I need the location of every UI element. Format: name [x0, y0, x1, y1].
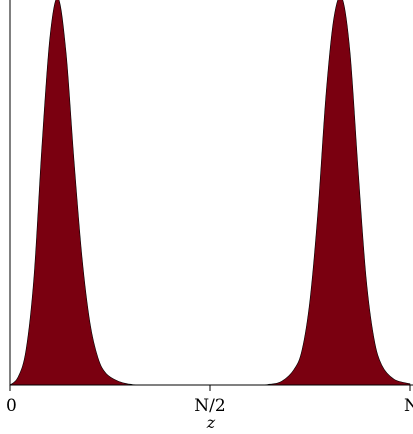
x-ticks: 0 N/2 N — [6, 385, 413, 416]
x-tick-label: N — [404, 396, 413, 416]
x-tick-label: N/2 — [194, 396, 225, 416]
x-axis-label: z — [206, 413, 216, 432]
series-area — [9, 0, 411, 386]
x-tick-label: 0 — [6, 396, 17, 416]
